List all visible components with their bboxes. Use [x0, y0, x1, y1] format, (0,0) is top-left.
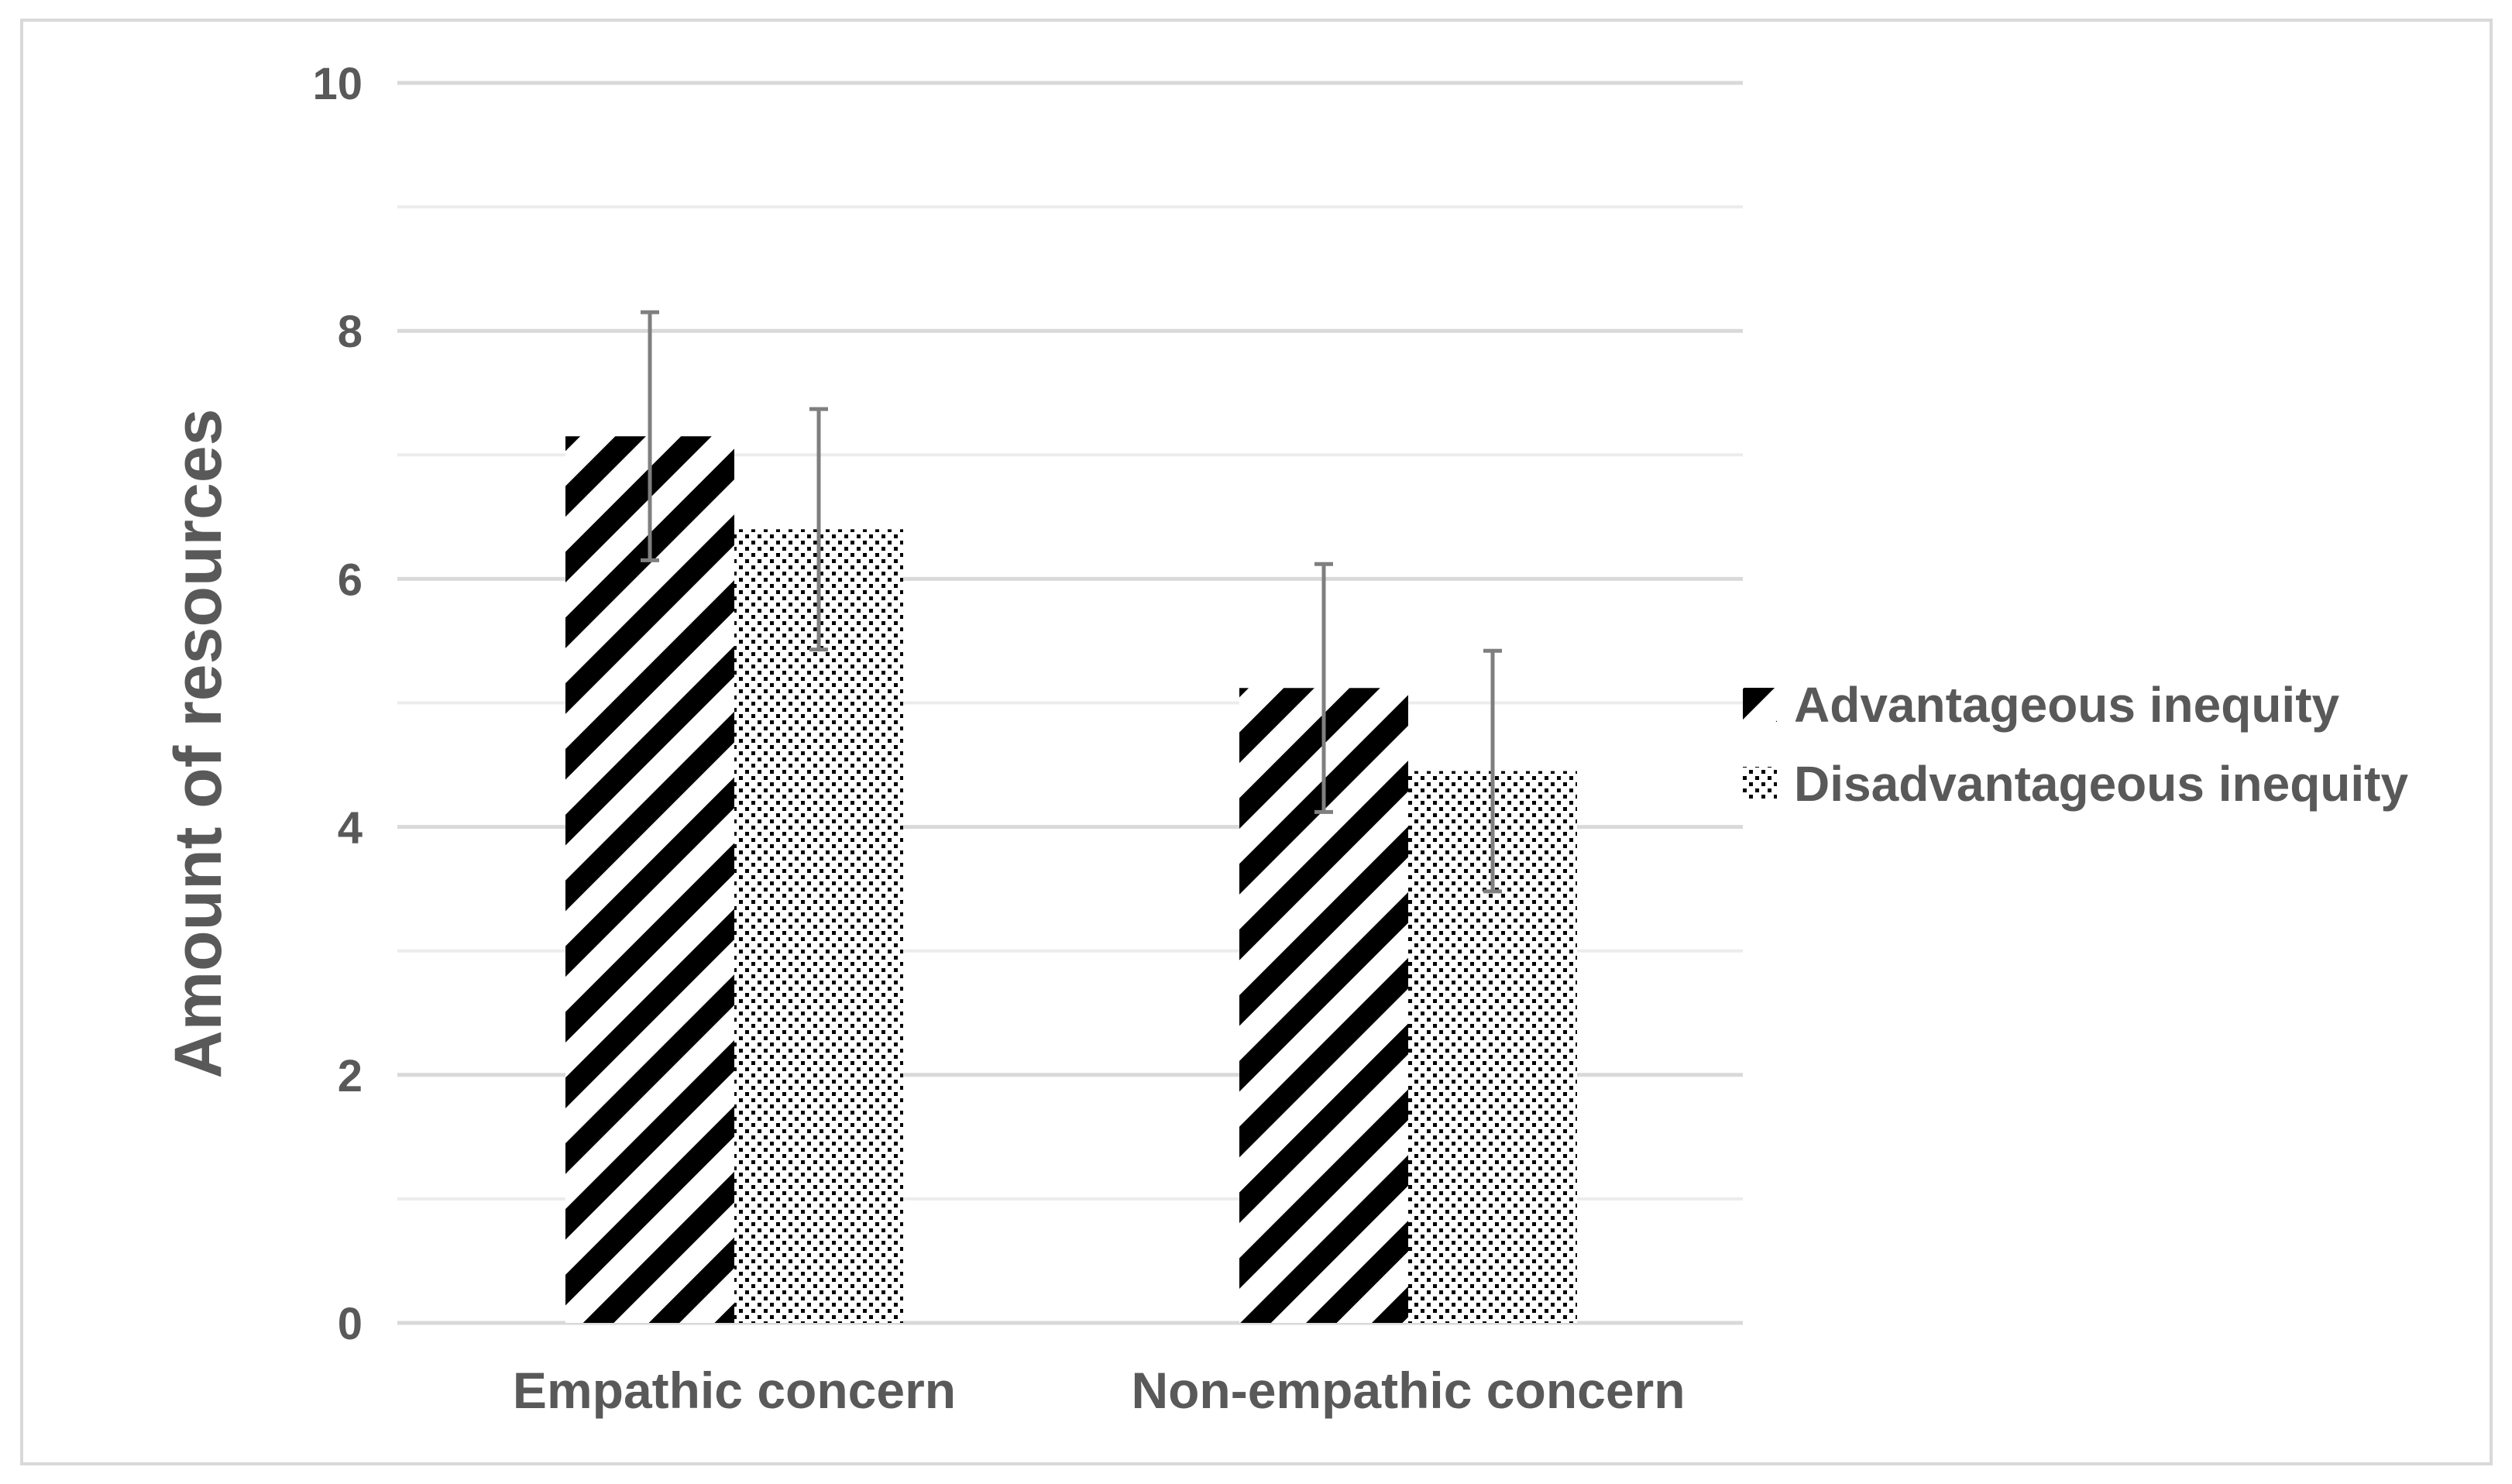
bar-advantageous-empathic: [565, 436, 734, 1324]
y-tick-label: 8: [338, 307, 363, 357]
y-tick-label: 2: [338, 1051, 363, 1101]
bars: [565, 436, 1577, 1324]
error-bar: [809, 407, 828, 652]
x-category-label: Non-empathic concern: [1131, 1362, 1685, 1419]
error-bar: [641, 310, 659, 562]
bar-disadvantageous-empathic: [734, 529, 903, 1323]
x-category-label: Empathic concern: [513, 1362, 956, 1419]
y-tick-label: 10: [312, 59, 363, 109]
legend-label: Advantageous inequity: [1794, 677, 2340, 733]
legend-item: Advantageous inequity: [1743, 677, 2340, 733]
legend-swatch: [1743, 688, 1777, 722]
x-axis-categories: Empathic concern Non-empathic concern: [513, 1362, 1686, 1419]
legend-label: Disadvantageous inequity: [1794, 756, 2408, 812]
error-bar: [1483, 648, 1502, 894]
error-bars: [641, 310, 1502, 894]
y-tick-label: 4: [338, 803, 363, 854]
y-tick-label: 6: [338, 555, 363, 605]
legend-item: Disadvantageous inequity: [1743, 756, 2408, 812]
legend-swatch: [1743, 767, 1777, 801]
legend: Advantageous inequity Disadvantageous ine…: [1743, 677, 2408, 812]
y-axis-ticks: 0 2 4 6 8 10: [312, 59, 363, 1349]
y-tick-label: 0: [338, 1299, 363, 1349]
error-bar: [1314, 562, 1333, 814]
y-axis-title: Amount of resources: [161, 409, 235, 1079]
